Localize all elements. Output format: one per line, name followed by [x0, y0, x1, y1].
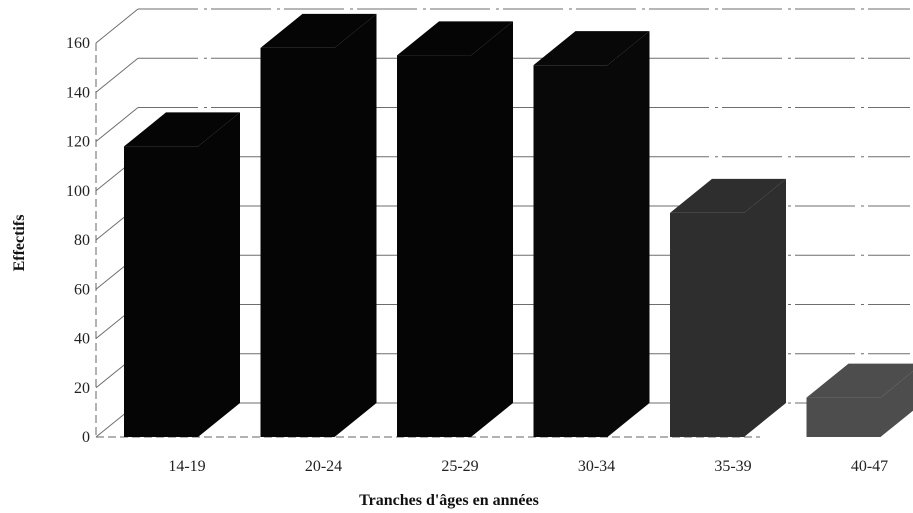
bar-top [670, 178, 786, 213]
bar-side [607, 31, 650, 437]
x-tick-label: 35-39 [714, 458, 751, 475]
bar-front [806, 397, 881, 437]
x-tick-labels: 14-19 20-24 25-29 30-34 35-39 40-47 [168, 458, 888, 475]
bar-front [260, 47, 335, 438]
x-tick-label: 14-19 [168, 458, 205, 475]
y-axis-title: Effectifs [11, 215, 28, 272]
grid-diagonal [95, 57, 139, 93]
bar [397, 21, 513, 437]
bar-top [397, 21, 513, 56]
y-tick-label: 120 [66, 134, 90, 151]
x-tick-label: 20-24 [305, 458, 342, 475]
axes [95, 43, 760, 438]
bars [124, 13, 913, 438]
bar [806, 363, 913, 437]
bar [670, 178, 786, 437]
bar-top [806, 363, 913, 398]
grid-diagonal [95, 107, 139, 142]
bar-front [533, 65, 608, 437]
y-tick-label: 20 [74, 380, 90, 397]
x-tick-label: 30-34 [578, 458, 615, 475]
bar-top [533, 31, 650, 66]
y-tick-label: 0 [82, 429, 90, 446]
bar-side [880, 371, 913, 437]
x-tick-label: 40-47 [851, 458, 888, 475]
bar [124, 112, 240, 438]
y-tick-label: 140 [66, 84, 90, 101]
bar-front [397, 55, 471, 437]
x-axis-title: Tranches d'âges en années [359, 492, 539, 509]
y-tick-label: 60 [74, 281, 90, 298]
x-tick-label: 25-29 [441, 458, 478, 475]
y-tick-label: 100 [66, 183, 90, 200]
bar-side [744, 178, 786, 437]
bar-front [124, 146, 198, 438]
bar-side [334, 13, 377, 438]
bar-top [124, 112, 240, 147]
bar-top [260, 13, 377, 48]
bar [260, 13, 377, 438]
bar-front [670, 212, 744, 437]
bar-side [471, 21, 513, 437]
y-tick-label: 80 [74, 232, 90, 249]
y-tick-labels: 0 20 40 60 80 100 120 140 160 [66, 35, 90, 446]
bar [533, 31, 650, 437]
y-tick-label: 40 [74, 331, 90, 348]
bar-side [198, 112, 240, 438]
grid-diagonal [95, 8, 139, 44]
y-tick-label: 160 [66, 35, 90, 52]
